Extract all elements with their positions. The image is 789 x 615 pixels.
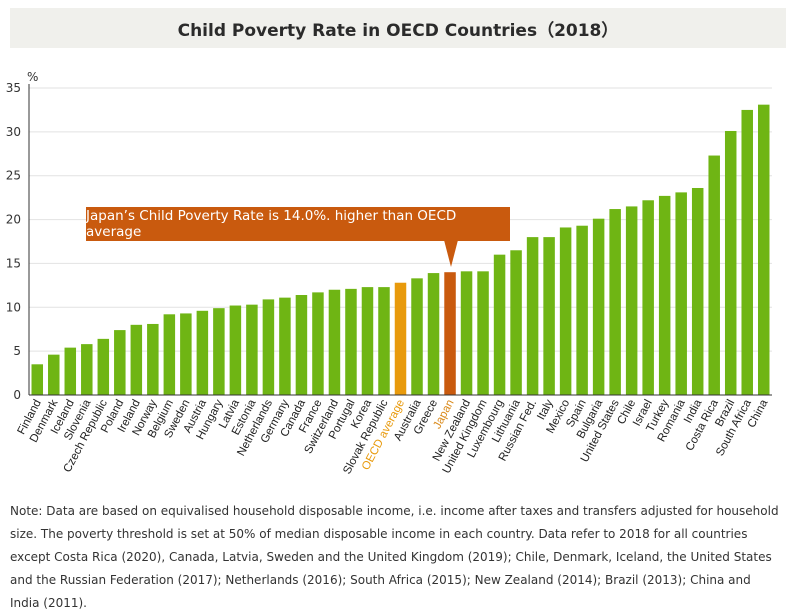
bar-costa-rica bbox=[708, 155, 720, 395]
bar-slovak-republic bbox=[378, 287, 390, 395]
bar-south-africa bbox=[741, 109, 753, 395]
bar-denmark bbox=[48, 354, 60, 395]
japan-callout: Japan’s Child Poverty Rate is 14.0%. hig… bbox=[86, 207, 510, 241]
bar-norway bbox=[147, 323, 159, 395]
bar-italy bbox=[543, 237, 555, 395]
bar-new-zealand bbox=[460, 271, 473, 395]
bar-russian-fed- bbox=[526, 237, 539, 395]
chart-title: Child Poverty Rate in OECD Countries（201… bbox=[177, 20, 619, 41]
y-tick-label: 5 bbox=[13, 344, 21, 358]
bar-belgium bbox=[163, 314, 176, 395]
bar-sweden bbox=[180, 313, 192, 395]
bar-korea bbox=[361, 287, 374, 395]
callout-text: Japan’s Child Poverty Rate is 14.0%. hig… bbox=[86, 208, 457, 240]
y-tick-label: 35 bbox=[6, 81, 21, 95]
y-tick-label: 15 bbox=[6, 256, 21, 270]
bar-chile bbox=[625, 206, 638, 395]
bar-austria bbox=[196, 310, 209, 395]
bar-ireland bbox=[130, 324, 143, 395]
bar-israel bbox=[642, 200, 654, 395]
bar-slovenia bbox=[81, 344, 93, 395]
bar-estonia bbox=[246, 304, 258, 395]
callout-arrow-icon bbox=[444, 240, 458, 267]
footnote: Note: Data are based on equivalised hous… bbox=[10, 504, 779, 610]
y-tick-label: 10 bbox=[6, 300, 21, 314]
bar-bulgaria bbox=[592, 218, 605, 395]
bar-netherlands bbox=[262, 299, 275, 395]
bar-mexico bbox=[559, 227, 572, 395]
bar-poland bbox=[114, 330, 126, 395]
y-tick-label: 0 bbox=[13, 388, 21, 402]
bar-luxembourg bbox=[493, 254, 506, 395]
bar-czech-republic bbox=[97, 338, 110, 395]
bar-united-states bbox=[609, 209, 621, 395]
bar-chart: 05101520253035%FinlandDenmarkIcelandSlov… bbox=[6, 70, 772, 476]
bar-brazil bbox=[724, 130, 737, 395]
bar-france bbox=[312, 292, 324, 395]
bar-finland bbox=[31, 364, 44, 395]
y-axis-unit: % bbox=[27, 70, 38, 84]
bar-japan bbox=[444, 272, 456, 395]
y-tick-label: 25 bbox=[6, 169, 21, 183]
bar-india bbox=[691, 187, 704, 395]
bar-oecd-average bbox=[394, 282, 407, 395]
y-tick-label: 30 bbox=[6, 125, 21, 139]
bar-latvia bbox=[229, 305, 242, 395]
bar-china bbox=[757, 104, 770, 395]
bar-iceland bbox=[64, 347, 77, 395]
bar-switzerland bbox=[328, 289, 341, 395]
bar-australia bbox=[411, 278, 423, 395]
y-tick-label: 20 bbox=[6, 213, 21, 227]
chart-title-bar: Child Poverty Rate in OECD Countries（201… bbox=[10, 8, 786, 48]
bar-hungary bbox=[213, 308, 225, 395]
bar-greece bbox=[427, 273, 440, 395]
bar-portugal bbox=[345, 288, 357, 395]
bar-germany bbox=[279, 297, 291, 395]
bar-romania bbox=[675, 192, 687, 395]
bar-turkey bbox=[658, 195, 671, 395]
bar-spain bbox=[576, 225, 588, 395]
bar-united-kingdom bbox=[477, 271, 489, 395]
bar-canada bbox=[295, 295, 308, 395]
bar-lithuania bbox=[510, 250, 522, 395]
